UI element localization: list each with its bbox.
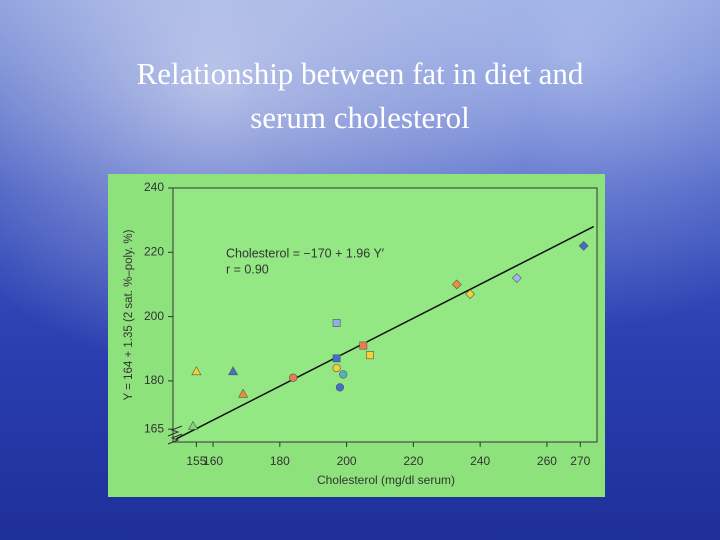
plot-area	[172, 187, 598, 443]
axis-break	[167, 425, 183, 445]
title-line: Relationship between fat in diet and	[136, 56, 584, 91]
data-point	[339, 370, 348, 379]
data-point	[335, 383, 345, 392]
data-point	[578, 240, 589, 251]
annotation: r = 0.90	[226, 262, 269, 276]
fit-line	[175, 225, 595, 440]
annotation: Cholesterol = −170 + 1.96 Y′	[226, 246, 385, 260]
data-point	[238, 388, 249, 398]
data-point	[228, 366, 239, 376]
x-tick-label: 260	[537, 454, 557, 468]
y-axis-label: Y = 164 + 1.35 (2 sat. %–poly. %)	[123, 229, 135, 400]
data-point	[191, 366, 202, 376]
data-point	[451, 279, 462, 290]
x-tick-label: 180	[270, 454, 290, 468]
x-tick-label: 220	[403, 454, 423, 468]
x-tick-label: 240	[470, 454, 490, 468]
x-tick-label: 155	[186, 454, 206, 468]
x-tick-label: 200	[337, 454, 357, 468]
y-tick-label: 240	[144, 180, 164, 194]
data-point	[332, 354, 341, 363]
slide-title: Relationship between fat in diet and ser…	[0, 52, 720, 140]
data-point	[366, 351, 374, 360]
x-axis-label: Cholesterol (mg/dl serum)	[317, 473, 455, 487]
data-point	[332, 363, 341, 373]
y-tick-label: 165	[144, 421, 164, 435]
data-point	[289, 373, 298, 382]
data-point	[188, 420, 199, 430]
data-point	[465, 289, 476, 300]
data-point	[511, 273, 522, 283]
y-tick-label: 220	[144, 244, 164, 258]
y-tick-label: 180	[144, 373, 164, 387]
y-tick-label: 200	[144, 309, 164, 323]
x-tick-label: 160	[203, 454, 223, 468]
title-line: serum cholesterol	[250, 100, 470, 135]
data-point	[332, 319, 341, 327]
x-tick-label: 270	[570, 454, 590, 468]
data-point	[359, 341, 368, 350]
